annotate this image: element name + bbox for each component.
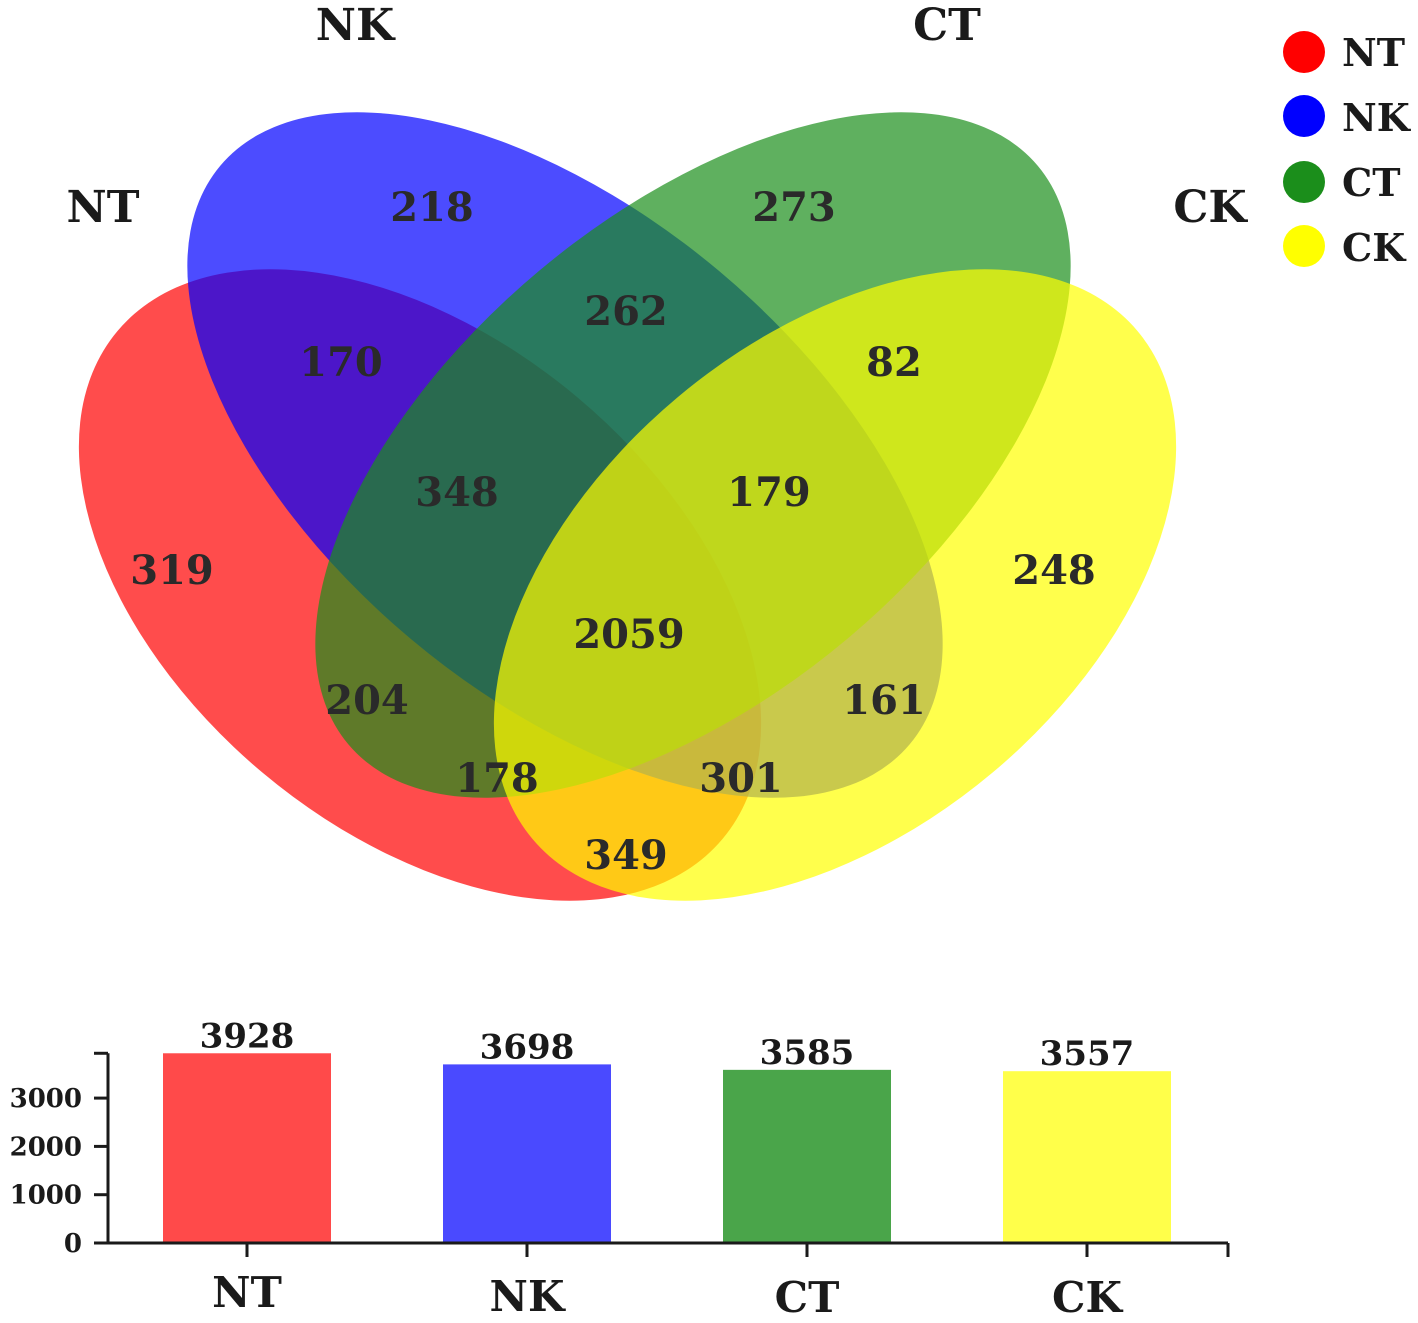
legend-label-nk: NK <box>1342 95 1412 140</box>
x-tick-label-nt: NT <box>212 1268 282 1317</box>
region-count-nt-nk: 170 <box>299 339 383 386</box>
region-count-ct-only: 273 <box>752 184 836 231</box>
region-count-nt-ct: 204 <box>325 677 409 724</box>
legend-item-ct: CT <box>1283 160 1401 205</box>
ellipse-ck <box>493 269 1177 901</box>
region-count-nt-only: 319 <box>130 547 214 594</box>
bars <box>163 1053 1171 1243</box>
legend-item-nt: NT <box>1283 30 1405 75</box>
x-tick-label-ck: CK <box>1052 1273 1123 1322</box>
region-count-nk-ct: 262 <box>584 288 668 335</box>
venn-diagram: NT NK CT CK 319 218 273 248 170 262 82 3… <box>67 0 1412 901</box>
y-tick-label-0: 0 <box>64 1229 82 1259</box>
legend-item-ck: CK <box>1283 225 1407 270</box>
bar-ct <box>723 1069 891 1243</box>
region-count-nt-nk-ct: 348 <box>415 469 499 516</box>
y-tick-label-2000: 2000 <box>10 1132 82 1162</box>
y-axis: 0 1000 2000 3000 <box>10 1051 110 1259</box>
bar-nt <box>163 1053 331 1243</box>
y-tick-label-1000: 1000 <box>10 1181 82 1211</box>
region-count-nk-ct-ck: 179 <box>727 469 811 516</box>
bar-nk <box>443 1064 611 1243</box>
region-count-nk-ck: 161 <box>842 677 926 724</box>
legend-swatch-ck <box>1283 225 1325 267</box>
x-axis: NT NK CT CK <box>108 1241 1230 1322</box>
bar-value-ct: 3585 <box>760 1033 855 1073</box>
venn-ellipses <box>78 112 1177 901</box>
legend-swatch-ct <box>1283 161 1325 203</box>
legend-label-ck: CK <box>1342 225 1407 270</box>
bar-value-nt: 3928 <box>200 1016 295 1056</box>
bar-value-nk: 3698 <box>480 1027 575 1067</box>
x-tick-label-nk: NK <box>490 1272 566 1321</box>
bar-value-labels: 3928 3698 3585 3557 <box>200 1016 1135 1074</box>
y-tick-label-3000: 3000 <box>10 1084 82 1114</box>
legend-item-nk: NK <box>1283 95 1412 140</box>
bar-ck <box>1003 1071 1171 1243</box>
legend-label-ct: CT <box>1342 160 1401 205</box>
region-count-ck-only: 248 <box>1012 547 1096 594</box>
x-tick-label-ct: CT <box>775 1273 840 1322</box>
bar-chart: 3928 3698 3585 3557 0 1000 2000 3000 NT <box>10 1016 1230 1322</box>
region-count-nt-ct-ck: 178 <box>455 755 539 802</box>
region-count-nt-ck: 349 <box>584 832 668 879</box>
set-label-ct: CT <box>913 0 981 51</box>
region-count-all: 2059 <box>573 611 684 658</box>
region-count-ct-ck: 82 <box>866 339 922 386</box>
set-label-nk: NK <box>316 0 396 51</box>
legend: NT NK CT CK <box>1283 30 1412 270</box>
region-count-nk-only: 218 <box>390 184 474 231</box>
region-count-nt-nk-ck: 301 <box>699 755 783 802</box>
legend-swatch-nt <box>1283 31 1325 73</box>
venn-set-labels: NT NK CT CK <box>67 0 1249 233</box>
bar-value-ck: 3557 <box>1040 1034 1135 1074</box>
legend-swatch-nk <box>1283 95 1325 137</box>
set-label-ck: CK <box>1173 182 1248 233</box>
legend-label-nt: NT <box>1342 30 1405 75</box>
set-label-nt: NT <box>67 182 140 233</box>
venn-region-counts: 319 218 273 248 170 262 82 349 204 161 3… <box>130 184 1096 879</box>
